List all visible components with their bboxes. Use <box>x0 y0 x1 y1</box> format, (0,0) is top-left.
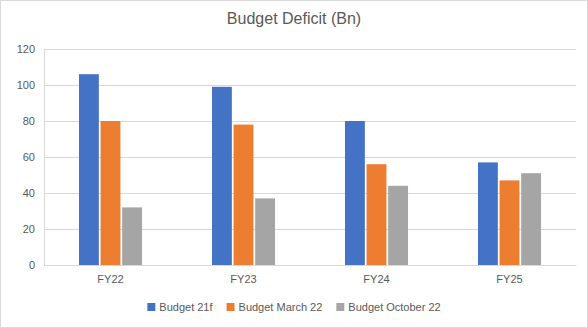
y-tick-label: 100 <box>17 79 35 91</box>
legend-swatch <box>147 303 155 311</box>
bar <box>478 162 498 265</box>
bar <box>101 121 121 265</box>
chart: Budget Deficit (Bn)020406080100120FY22FY… <box>0 0 588 328</box>
x-tick-label: FY25 <box>496 273 522 285</box>
grid-line <box>44 85 576 86</box>
x-tick: FY23 <box>230 265 256 285</box>
bar <box>79 74 99 265</box>
y-tick-label: 120 <box>17 43 35 55</box>
bar <box>500 180 520 265</box>
series <box>101 121 520 265</box>
x-tick: FY24 <box>363 265 389 285</box>
y-tick-label: 40 <box>23 187 35 199</box>
x-tick-label: FY22 <box>97 273 123 285</box>
y-tick: 0 <box>29 259 44 271</box>
grid-line <box>44 157 576 158</box>
legend-swatch <box>336 303 344 311</box>
bar <box>122 207 142 265</box>
y-tick: 60 <box>23 151 44 163</box>
y-tick: 80 <box>23 115 44 127</box>
x-tick: FY25 <box>496 265 522 285</box>
series <box>79 74 498 265</box>
legend-label: Budget 21f <box>159 301 213 313</box>
y-tick: 20 <box>23 223 44 235</box>
bars <box>79 74 541 265</box>
y-axis: 0 20 40 60 80 100 120 <box>17 43 45 271</box>
x-tick: FY22 <box>97 265 123 285</box>
bar <box>521 173 541 265</box>
x-axis-line <box>45 265 577 266</box>
grid <box>44 50 576 266</box>
x-tick-label: FY23 <box>230 273 256 285</box>
bar <box>367 164 387 265</box>
bar <box>345 121 365 265</box>
title: Budget Deficit (Bn) <box>227 10 361 27</box>
y-tick-label: 80 <box>23 115 35 127</box>
y-tick: 120 <box>17 43 44 55</box>
x-tick-label: FY24 <box>363 273 389 285</box>
bar <box>234 125 254 265</box>
legend-item: Budget 21f <box>147 301 213 313</box>
legend-item: Budget March 22 <box>227 301 323 313</box>
y-tick-label: 0 <box>29 259 35 271</box>
legend-label: Budget March 22 <box>239 301 323 313</box>
legend-swatch <box>227 303 235 311</box>
grid-line <box>44 121 576 122</box>
y-tick-label: 20 <box>23 223 35 235</box>
legend-item: Budget October 22 <box>336 301 440 313</box>
chart-border <box>1 1 588 328</box>
grid-line <box>44 265 576 266</box>
bar <box>255 198 275 265</box>
legend-label: Budget October 22 <box>348 301 440 313</box>
legend: Budget 21f Budget March 22 Budget October … <box>147 301 440 313</box>
series <box>122 173 541 265</box>
y-axis-line <box>44 50 45 266</box>
plot: 0 20 40 60 80 100 120 FY22 FY23 FY24 FY25 <box>17 43 577 285</box>
y-tick: 40 <box>23 187 44 199</box>
bar <box>212 87 232 265</box>
x-axis: FY22 FY23 FY24 FY25 <box>45 265 577 285</box>
y-tick-label: 60 <box>23 151 35 163</box>
bar <box>388 186 408 265</box>
y-tick: 100 <box>17 79 44 91</box>
grid-line <box>44 49 576 50</box>
